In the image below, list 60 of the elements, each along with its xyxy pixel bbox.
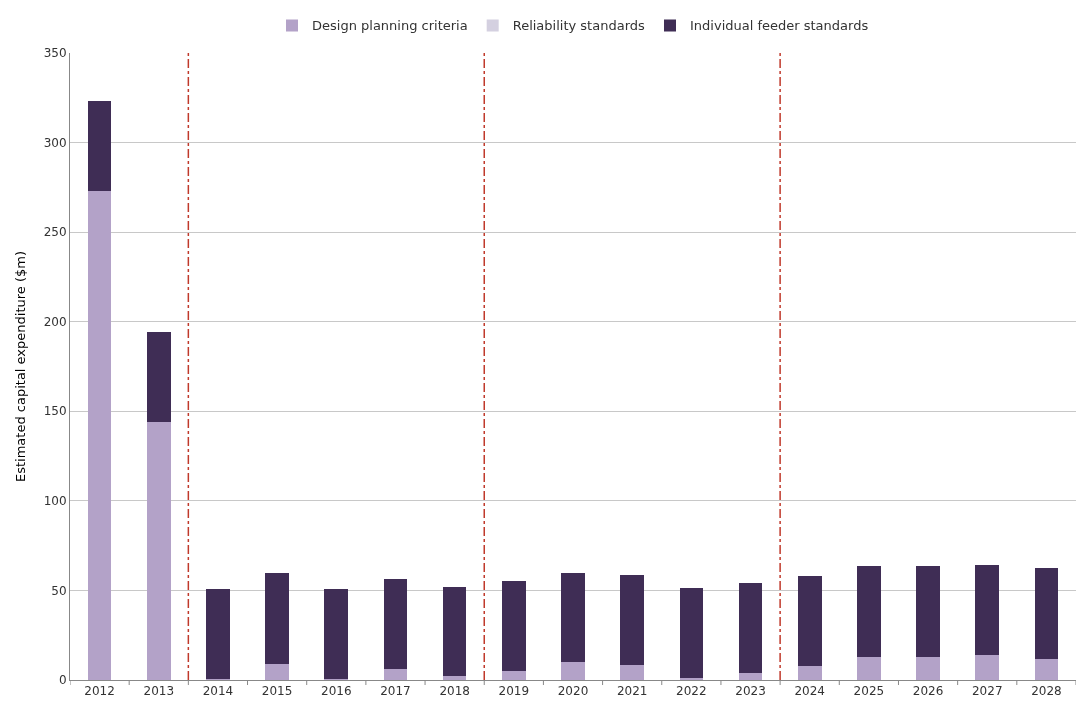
x-tick-label: 2019 xyxy=(498,684,530,699)
legend-label: Reliability standards xyxy=(512,18,645,34)
y-tick-label: 250 xyxy=(43,225,67,240)
bar xyxy=(146,332,171,423)
bar xyxy=(265,573,289,664)
y-tick-label: 50 xyxy=(51,583,67,598)
bar xyxy=(501,581,526,672)
bar xyxy=(1034,568,1059,659)
bar xyxy=(561,572,585,663)
x-tick-label: 2024 xyxy=(794,684,825,699)
bar xyxy=(620,575,645,665)
x-tick-label: 2017 xyxy=(380,684,411,699)
x-tick-label: 2020 xyxy=(557,684,589,699)
x-tick-label: 2028 xyxy=(1031,684,1062,699)
bar xyxy=(146,422,171,680)
x-tick-label: 2015 xyxy=(261,684,293,699)
y-tick-label: 100 xyxy=(43,494,67,509)
y-tick-label: 0 xyxy=(58,673,67,688)
x-tick-label: 2021 xyxy=(616,684,648,699)
x-tick-label: 2018 xyxy=(439,684,470,699)
bar xyxy=(679,587,704,679)
x-tick-label: 2022 xyxy=(676,684,707,699)
x-tick-label: 2025 xyxy=(853,684,885,699)
bar xyxy=(916,566,940,657)
x-tick-label: 2014 xyxy=(202,684,234,699)
bar xyxy=(857,656,881,680)
x-tick-label: 2026 xyxy=(912,684,944,699)
bar xyxy=(857,566,881,657)
bar xyxy=(620,664,645,680)
bar xyxy=(797,576,822,666)
bar xyxy=(87,101,112,191)
bar xyxy=(265,663,289,680)
bar xyxy=(206,588,230,680)
y-tick-label: 200 xyxy=(43,314,67,329)
bar xyxy=(324,588,349,680)
y-axis-title: Estimated capital expenditure ($m) xyxy=(12,250,28,483)
x-tick-label: 2016 xyxy=(321,684,352,699)
bar xyxy=(916,656,940,680)
bar xyxy=(442,586,467,677)
bar xyxy=(442,676,467,680)
y-tick-label: 300 xyxy=(43,135,67,150)
x-tick-label: 2023 xyxy=(735,684,766,699)
bar xyxy=(1034,658,1059,680)
legend-label: Individual feeder standards xyxy=(690,18,869,34)
x-tick-label: 2027 xyxy=(971,684,1003,699)
legend-label: Design planning criteria xyxy=(312,18,468,34)
bar xyxy=(501,671,526,680)
bar xyxy=(383,669,408,680)
bar xyxy=(383,578,408,670)
bar xyxy=(975,654,1000,680)
bar xyxy=(87,190,112,680)
bar xyxy=(975,565,1000,655)
bar xyxy=(738,583,763,673)
bar xyxy=(561,662,585,680)
x-tick-label: 2013 xyxy=(143,684,175,699)
bar xyxy=(797,665,822,680)
bar xyxy=(738,672,763,680)
y-tick-label: 350 xyxy=(43,46,67,61)
x-tick-label: 2012 xyxy=(84,684,115,699)
y-tick-label: 150 xyxy=(43,404,67,419)
